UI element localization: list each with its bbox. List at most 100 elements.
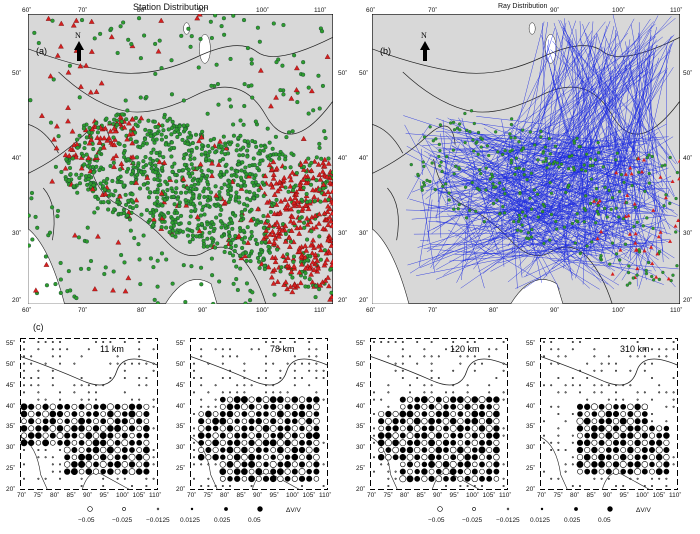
resolution-marker xyxy=(78,439,85,446)
resolution-marker xyxy=(636,355,639,358)
resolution-marker xyxy=(64,461,71,468)
station-dot xyxy=(121,207,126,213)
resolution-marker xyxy=(227,468,233,475)
station-dot xyxy=(596,203,600,208)
station-dot xyxy=(476,130,481,135)
event-triangle xyxy=(288,269,295,275)
ray-line xyxy=(513,50,672,196)
resolution-marker xyxy=(284,475,291,482)
station-dot xyxy=(452,172,456,176)
station-dot xyxy=(485,144,490,148)
resolution-marker xyxy=(591,439,598,446)
station-dot xyxy=(28,213,31,218)
resolution-marker xyxy=(557,355,560,358)
station-dot xyxy=(194,145,199,150)
resolution-marker xyxy=(80,477,83,480)
ray-line xyxy=(498,21,545,198)
resolution-marker xyxy=(234,403,241,410)
resolution-marker xyxy=(58,362,61,365)
station-dot xyxy=(226,191,231,197)
resolution-marker xyxy=(557,362,560,365)
station-dot xyxy=(428,179,432,184)
event-triangle xyxy=(124,136,131,142)
resolution-marker xyxy=(291,475,298,482)
station-dot xyxy=(189,209,194,214)
event-triangle xyxy=(88,48,95,54)
resolution-marker xyxy=(471,403,478,410)
station-dot xyxy=(104,116,109,121)
event-triangle xyxy=(273,165,280,171)
station-dot xyxy=(133,122,138,127)
resolution-marker xyxy=(571,384,574,387)
resolution-marker xyxy=(306,454,313,461)
station-dot xyxy=(226,151,231,156)
station-dot xyxy=(564,190,568,195)
station-dot xyxy=(668,201,672,206)
resolution-marker xyxy=(605,447,612,453)
event-triangle xyxy=(666,276,671,281)
station-dot xyxy=(539,129,543,133)
resolution-marker xyxy=(651,376,654,379)
event-triangle xyxy=(317,282,324,288)
station-dot xyxy=(250,180,255,185)
station-dot xyxy=(555,161,560,165)
station-dot xyxy=(199,152,204,157)
resolution-marker xyxy=(138,340,141,343)
resolution-marker xyxy=(488,348,491,351)
ray-line xyxy=(559,198,657,250)
resolution-marker xyxy=(102,340,105,343)
resolution-marker xyxy=(315,391,318,394)
station-dot xyxy=(215,241,220,246)
event-triangle xyxy=(45,15,52,21)
station-dot xyxy=(513,172,517,177)
resolution-marker xyxy=(228,485,231,488)
resolution-marker xyxy=(114,468,121,475)
station-dot xyxy=(321,186,326,191)
resolution-marker xyxy=(665,348,668,351)
station-dot xyxy=(661,270,665,275)
resolution-marker xyxy=(649,461,655,468)
station-dot xyxy=(272,292,277,297)
resolution-marker xyxy=(598,453,606,461)
ray-line xyxy=(489,141,675,259)
resolution-marker xyxy=(435,439,442,446)
station-dot xyxy=(145,186,150,191)
resolution-marker xyxy=(143,468,150,475)
ray-paths xyxy=(403,14,680,290)
resolution-marker xyxy=(143,410,150,418)
station-dot xyxy=(201,189,206,194)
event-triangle xyxy=(311,267,317,273)
event-triangle xyxy=(264,199,271,205)
event-triangle xyxy=(610,272,615,276)
event-triangle xyxy=(286,234,293,240)
depth-lon-tick: 70˚ xyxy=(537,492,547,499)
station-dot xyxy=(236,162,241,167)
resolution-marker xyxy=(430,340,433,343)
resolution-marker xyxy=(377,439,385,447)
station-dot xyxy=(441,184,445,189)
station-dot xyxy=(100,184,105,189)
coastline xyxy=(601,472,651,490)
depth-lon-tick: 100˚ xyxy=(286,492,300,499)
station-dot xyxy=(126,37,131,42)
station-dot xyxy=(302,225,307,230)
ray-line xyxy=(561,68,635,254)
station-dot xyxy=(278,88,283,93)
resolution-marker xyxy=(464,403,471,410)
resolution-marker xyxy=(615,485,618,488)
resolution-marker xyxy=(192,391,195,394)
station-dot xyxy=(174,127,179,132)
depth-lat-tick: 30˚ xyxy=(526,444,536,452)
panel-a-label: (a) xyxy=(36,46,47,56)
ray-line xyxy=(550,62,653,162)
resolution-marker xyxy=(142,446,150,454)
station-dot xyxy=(267,153,273,158)
resolution-marker xyxy=(136,418,143,425)
ray-line xyxy=(557,46,629,253)
depth-map-0: 11 km xyxy=(20,338,158,490)
resolution-marker xyxy=(64,432,71,439)
resolution-marker xyxy=(200,398,203,401)
station-dot xyxy=(522,173,526,177)
resolution-marker xyxy=(502,398,505,401)
legend-circle xyxy=(190,507,194,511)
